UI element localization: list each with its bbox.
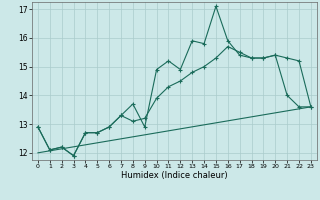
- X-axis label: Humidex (Indice chaleur): Humidex (Indice chaleur): [121, 171, 228, 180]
